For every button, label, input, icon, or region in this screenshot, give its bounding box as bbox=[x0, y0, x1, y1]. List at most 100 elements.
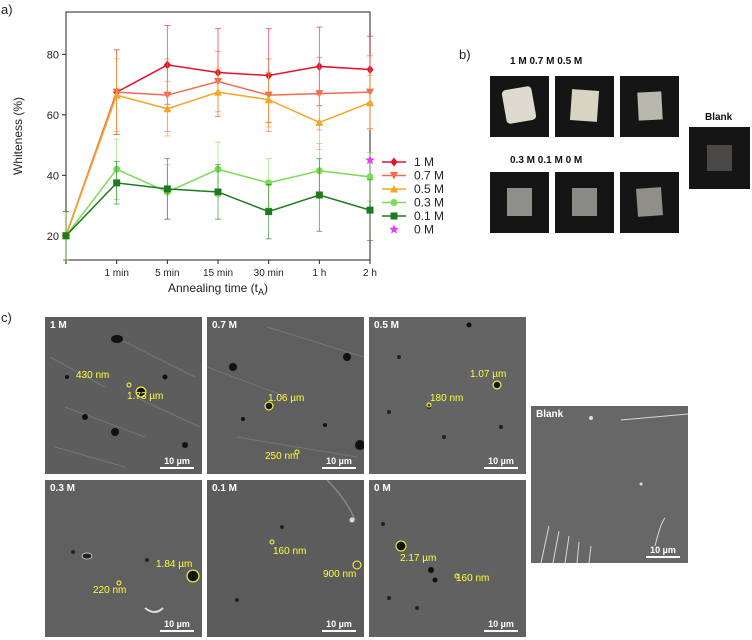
sem-tile-0.7M: 0.7 M 1.06 µm 250 nm 10 µm bbox=[207, 317, 364, 474]
sem-annotation: 430 nm bbox=[76, 370, 110, 381]
whiteness-chart: 20 40 60 80 1 min 5 min 15 min 30 min 1 h 2 h 1 … bbox=[11, 11, 444, 297]
sem-annotation: 220 nm bbox=[93, 585, 127, 596]
x-tick-label: 1 min bbox=[104, 268, 128, 279]
sem-tile-0.3M: 0.3 M 1.84 µm 220 nm 10 µm bbox=[45, 480, 202, 637]
data-point bbox=[112, 91, 121, 99]
data-point bbox=[163, 185, 171, 193]
sem-annotation: 160 nm bbox=[456, 573, 490, 584]
legend-label: 0.5 M bbox=[414, 182, 444, 196]
series-0_1M bbox=[62, 158, 374, 261]
data-point bbox=[315, 118, 324, 126]
y-axis-label: Whiteness (%) bbox=[11, 97, 25, 175]
photo-1M bbox=[490, 76, 549, 137]
legend: 1 M0.7 M0.5 M0.3 M0.1 M0 M bbox=[382, 155, 444, 237]
data-point bbox=[265, 208, 273, 216]
sem-tile-0.5M: 0.5 M 1.07 µm 180 nm 10 µm bbox=[369, 317, 526, 474]
sem-annotation: 900 nm bbox=[323, 569, 357, 580]
data-point bbox=[366, 206, 374, 214]
sem-tag: 0.7 M bbox=[212, 320, 238, 331]
x-tick-label: 2 h bbox=[363, 268, 377, 279]
data-point bbox=[214, 88, 222, 96]
scale-bar: 10 µm bbox=[322, 456, 356, 469]
x-axis: 1 min 5 min 15 min 30 min 1 h 2 h bbox=[65, 260, 377, 279]
sem-tile-1M: 1 M 430 nm 1.73 µm 10 µm bbox=[45, 317, 202, 474]
x-tick-label: 1 h bbox=[312, 268, 326, 279]
photo-label-bottom: 0.3 M 0.1 M 0 M bbox=[510, 155, 583, 166]
data-point bbox=[365, 155, 375, 165]
panel-label-a: a) bbox=[1, 2, 13, 17]
series-0_5M bbox=[62, 58, 374, 261]
sem-tile-blank: Blank 10 µm bbox=[531, 406, 688, 563]
sem-texture bbox=[235, 480, 362, 602]
series-0M bbox=[365, 155, 375, 165]
legend-label: 0.1 M bbox=[414, 209, 444, 223]
data-point bbox=[62, 232, 70, 240]
series-layer bbox=[62, 25, 375, 261]
photo-label-top: 1 M 0.7 M 0.5 M bbox=[510, 56, 583, 67]
sem-annotation: 2.17 µm bbox=[400, 553, 437, 564]
x-tick-label: 30 min bbox=[254, 268, 284, 279]
data-point bbox=[389, 224, 399, 234]
data-point bbox=[366, 173, 374, 181]
sem-annotation: 1.06 µm bbox=[268, 393, 305, 404]
photo-blank bbox=[689, 127, 750, 189]
sem-tag: 0.1 M bbox=[212, 483, 238, 494]
sem-annotation: 160 nm bbox=[273, 546, 307, 557]
panel-label-c: c) bbox=[1, 310, 12, 325]
sem-tag: 0.3 M bbox=[50, 483, 76, 494]
x-axis-label: Annealing time (tA) bbox=[168, 281, 268, 297]
sem-tag: 1 M bbox=[50, 320, 67, 331]
data-point bbox=[366, 98, 374, 107]
data-point bbox=[315, 90, 324, 98]
data-point bbox=[390, 212, 398, 220]
photo-0M bbox=[620, 172, 679, 233]
sem-tile-0.1M: 0.1 M 160 nm 900 nm 10 µm bbox=[207, 480, 364, 637]
y-tick-label: 40 bbox=[47, 170, 59, 182]
scale-bar: 10 µm bbox=[160, 619, 194, 632]
sem-texture bbox=[71, 550, 200, 613]
legend-label: 0.3 M bbox=[414, 196, 444, 210]
sem-annotation: 1.73 µm bbox=[127, 391, 164, 402]
data-point bbox=[163, 104, 172, 113]
sem-texture bbox=[381, 522, 460, 610]
data-point bbox=[390, 172, 398, 180]
x-tick-label: 5 min bbox=[155, 268, 179, 279]
data-point bbox=[390, 185, 398, 193]
data-point bbox=[390, 199, 398, 206]
photo-0.5M bbox=[620, 76, 679, 137]
sem-annotation: 180 nm bbox=[430, 393, 464, 404]
legend-label: 0 M bbox=[414, 223, 434, 237]
sem-texture bbox=[207, 326, 364, 458]
scale-bar: 10 µm bbox=[484, 456, 518, 469]
photo-0.7M bbox=[555, 76, 614, 137]
sem-texture bbox=[540, 413, 688, 563]
sem-annotation: 1.07 µm bbox=[470, 369, 507, 380]
photo-label-blank: Blank bbox=[705, 112, 733, 123]
panel-label-b: b) bbox=[459, 47, 471, 62]
sem-tile-0M: 0 M 2.17 µm 160 nm 10 µm bbox=[369, 480, 526, 637]
y-tick-label: 80 bbox=[47, 49, 59, 61]
sem-texture bbox=[387, 322, 503, 439]
photo-0.1M bbox=[555, 172, 614, 233]
legend-label: 0.7 M bbox=[414, 169, 444, 183]
sem-tag: 0 M bbox=[374, 483, 391, 494]
y-axis: 20 40 60 80 bbox=[47, 49, 66, 243]
sem-annotation: 1.84 µm bbox=[156, 559, 193, 570]
scale-bar: 10 µm bbox=[160, 456, 194, 469]
data-point bbox=[113, 179, 121, 187]
sem-annotation: 250 nm bbox=[265, 451, 299, 462]
sem-texture bbox=[49, 335, 201, 468]
x-tick-label: 15 min bbox=[203, 268, 233, 279]
data-point bbox=[214, 188, 222, 196]
sem-tag: 0.5 M bbox=[374, 320, 400, 331]
data-point bbox=[390, 157, 398, 167]
scale-bar: 10 µm bbox=[322, 619, 356, 632]
y-tick-label: 20 bbox=[47, 231, 59, 243]
legend-label: 1 M bbox=[414, 155, 434, 169]
sem-tag: Blank bbox=[536, 409, 564, 420]
data-point bbox=[264, 95, 273, 104]
scale-bar: 10 µm bbox=[646, 545, 680, 558]
data-point bbox=[315, 191, 323, 199]
photo-0.3M bbox=[490, 172, 549, 233]
y-tick-label: 60 bbox=[47, 110, 59, 122]
